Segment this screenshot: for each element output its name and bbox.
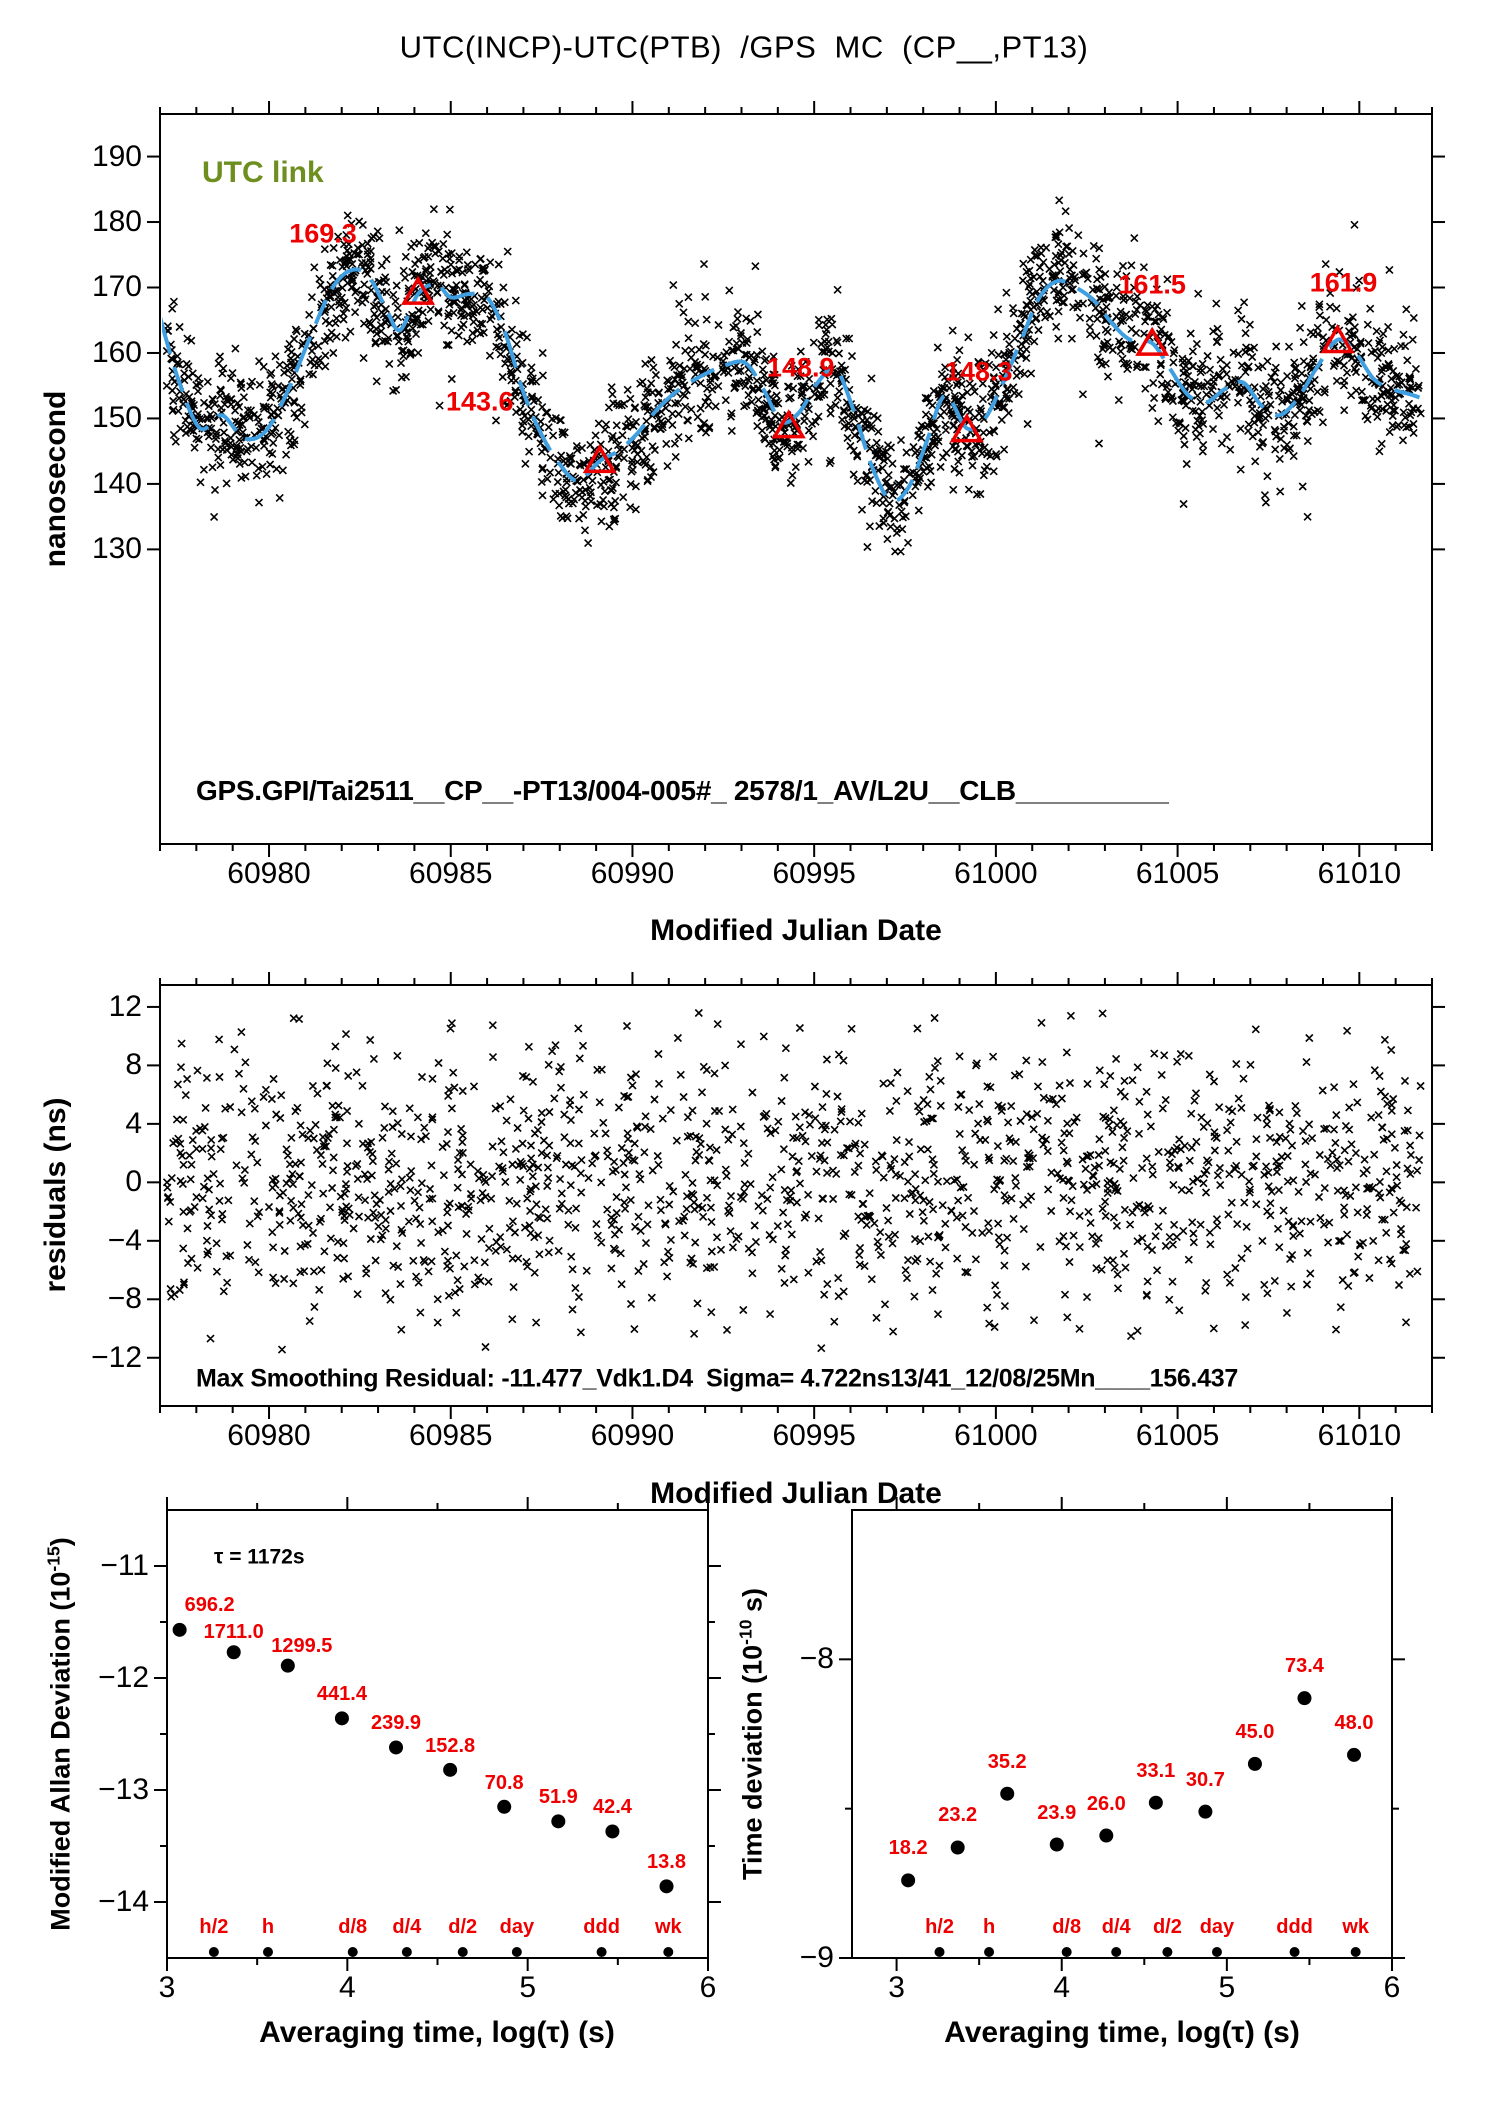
scatter-points	[162, 1008, 1425, 1354]
data-point	[950, 1840, 965, 1855]
tau-mark-dot	[1111, 1947, 1122, 1957]
tau-mark-dot	[596, 1947, 607, 1957]
tau-mark-dot	[1350, 1947, 1361, 1957]
data-point	[172, 1622, 187, 1637]
tau-mark-dot	[511, 1947, 522, 1957]
smoothed-curve	[162, 267, 1430, 504]
data-point	[1148, 1795, 1163, 1810]
marker-triangle	[582, 443, 617, 474]
data-point	[226, 1645, 241, 1660]
data-point	[551, 1814, 566, 1829]
data-point	[1347, 1747, 1362, 1762]
marker-triangle	[1320, 324, 1355, 354]
data-point	[334, 1711, 349, 1726]
tau-mark-dot	[1061, 1947, 1072, 1957]
panel-border	[166, 1509, 709, 1959]
marker-triangle	[400, 275, 436, 305]
tau-mark-dot	[1162, 1947, 1173, 1957]
tau-mark-dot	[401, 1947, 412, 1957]
marker-triangle	[1135, 326, 1170, 356]
panel-border	[159, 984, 1433, 1407]
data-point	[389, 1740, 404, 1755]
marker-triangle	[771, 409, 806, 439]
data-point	[280, 1658, 295, 1673]
tau-mark-dot	[1211, 1947, 1222, 1957]
data-point	[497, 1799, 512, 1814]
panel-axes-mdev	[154, 1497, 721, 1971]
data-point	[1198, 1804, 1213, 1819]
data-point	[1247, 1756, 1262, 1771]
tau-mark-dot	[1289, 1947, 1300, 1957]
data-point	[1297, 1691, 1312, 1706]
panel-axes-residuals	[147, 972, 1445, 1419]
tau-mark-dot	[347, 1947, 358, 1957]
tau-mark-dot	[262, 1947, 273, 1957]
data-point	[659, 1879, 674, 1894]
tau-mark-dot	[984, 1947, 995, 1957]
marker-triangle	[949, 413, 984, 443]
scatter-points	[162, 196, 1425, 556]
data-point	[1049, 1837, 1064, 1852]
data-point	[1000, 1786, 1015, 1801]
panel-border	[159, 113, 1433, 845]
tau-mark-dot	[457, 1947, 468, 1957]
panel-axes-tdev	[839, 1497, 1405, 1971]
tau-mark-dot	[208, 1947, 219, 1957]
tau-mark-dot	[934, 1947, 945, 1957]
data-point	[1099, 1828, 1114, 1843]
data-point	[901, 1873, 916, 1888]
data-point	[605, 1824, 620, 1839]
data-point	[443, 1762, 458, 1777]
panel-axes-link	[147, 101, 1445, 857]
tau-mark-dot	[663, 1947, 674, 1957]
panel-border	[851, 1509, 1393, 1959]
